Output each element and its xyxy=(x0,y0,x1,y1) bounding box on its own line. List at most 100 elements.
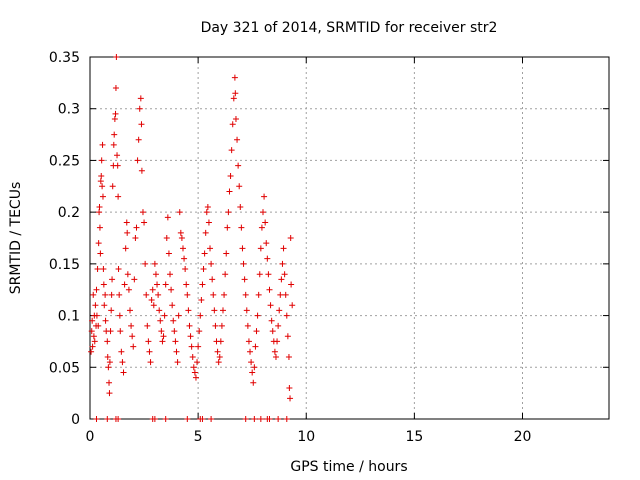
data-point xyxy=(203,209,210,216)
data-point xyxy=(155,291,162,298)
chart-title: Day 321 of 2014, SRMTID for receiver str… xyxy=(201,20,498,36)
data-point xyxy=(242,291,249,298)
data-point xyxy=(93,312,100,319)
data-point xyxy=(239,245,246,252)
data-point xyxy=(282,291,289,298)
data-point xyxy=(280,245,287,252)
data-point xyxy=(104,353,111,360)
data-point xyxy=(264,255,271,262)
data-point xyxy=(289,302,296,309)
data-point xyxy=(287,395,294,402)
data-point xyxy=(183,281,190,288)
data-point xyxy=(238,224,245,231)
data-point xyxy=(129,333,136,340)
data-point xyxy=(114,162,121,169)
data-point xyxy=(255,291,262,298)
data-point xyxy=(96,224,103,231)
data-point xyxy=(267,302,274,309)
data-point xyxy=(151,416,158,422)
data-point xyxy=(104,338,111,345)
data-point xyxy=(194,359,201,366)
data-point xyxy=(173,348,180,355)
data-point xyxy=(88,348,95,355)
data-point xyxy=(187,333,194,340)
data-point xyxy=(265,271,272,278)
data-point xyxy=(250,379,257,386)
y-axis-label: SRMTID / TECUs xyxy=(8,182,24,295)
data-point xyxy=(274,338,281,345)
data-point xyxy=(227,172,234,179)
data-point xyxy=(120,369,127,376)
data-point xyxy=(228,147,235,154)
data-point xyxy=(96,203,103,210)
data-point xyxy=(154,281,161,288)
data-point xyxy=(124,229,131,236)
data-point xyxy=(123,219,130,226)
data-point xyxy=(176,209,183,216)
data-point xyxy=(167,271,174,278)
data-point xyxy=(89,343,96,350)
data-point xyxy=(231,74,238,81)
data-point xyxy=(115,193,122,200)
data-point xyxy=(100,266,107,273)
data-point xyxy=(109,183,116,190)
data-point xyxy=(196,328,203,335)
data-point xyxy=(112,110,119,117)
data-point xyxy=(108,307,115,314)
data-point xyxy=(287,235,294,241)
data-point xyxy=(182,266,189,273)
data-point xyxy=(263,240,270,247)
data-point xyxy=(106,390,113,397)
data-point xyxy=(198,297,205,304)
data-point xyxy=(100,281,107,288)
data-point xyxy=(285,353,292,360)
x-tick-label: 20 xyxy=(514,429,532,445)
data-point xyxy=(260,209,266,216)
data-point xyxy=(248,359,255,366)
data-point xyxy=(207,245,214,252)
data-point xyxy=(122,245,129,252)
data-point xyxy=(133,224,140,231)
data-point xyxy=(221,291,228,298)
data-point xyxy=(215,359,222,366)
data-point xyxy=(243,307,250,314)
data-point xyxy=(91,338,98,345)
data-point xyxy=(240,260,247,267)
data-point xyxy=(226,188,233,195)
data-point xyxy=(211,307,218,314)
data-point xyxy=(88,328,95,335)
data-point xyxy=(276,307,283,314)
data-point xyxy=(132,235,139,241)
data-point xyxy=(164,214,171,221)
data-point xyxy=(112,85,119,92)
data-point xyxy=(136,105,143,112)
data-point xyxy=(244,322,251,329)
data-point xyxy=(93,416,100,422)
data-point xyxy=(189,353,196,360)
data-point xyxy=(143,291,150,298)
data-point xyxy=(185,307,192,314)
data-point xyxy=(247,348,254,355)
data-point xyxy=(234,136,241,143)
data-point xyxy=(249,369,256,376)
data-point xyxy=(190,364,197,371)
data-point xyxy=(157,317,164,324)
data-point xyxy=(232,116,239,123)
data-point xyxy=(218,322,225,329)
data-point xyxy=(269,328,276,335)
y-tick-label: 0 xyxy=(71,412,80,428)
data-point xyxy=(162,416,169,422)
data-point xyxy=(205,219,212,226)
data-point xyxy=(179,245,186,252)
data-point xyxy=(204,203,211,210)
data-point xyxy=(283,312,290,319)
data-point xyxy=(97,178,104,185)
data-point xyxy=(97,250,104,257)
data-point xyxy=(172,338,179,345)
data-point xyxy=(217,338,224,345)
data-point xyxy=(149,286,156,293)
data-point xyxy=(184,416,191,422)
data-point xyxy=(99,193,106,200)
data-point xyxy=(98,172,105,179)
data-point xyxy=(201,250,208,257)
